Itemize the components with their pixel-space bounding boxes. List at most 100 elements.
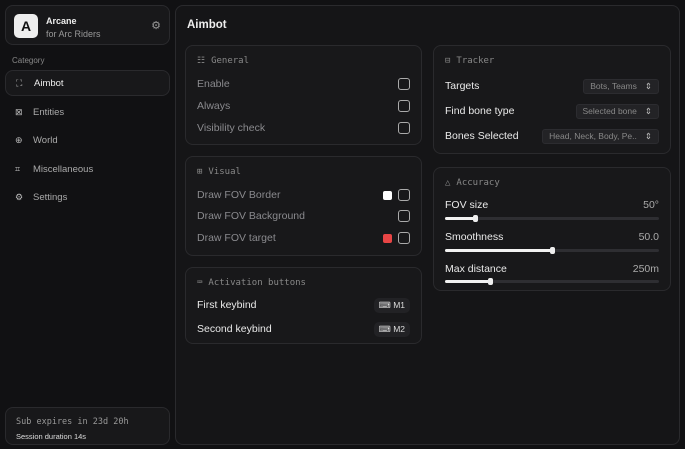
sidebar-item-label: World (33, 134, 58, 146)
smoothness-row: Smoothness 50.0 (445, 227, 659, 247)
settings-gear-icon[interactable]: ⚙ (151, 20, 161, 32)
subscription-card: Sub expires in 23d 20h Session duration … (5, 407, 170, 445)
row-label: Max distance (445, 263, 507, 275)
select-value: Selected bone (582, 106, 637, 116)
max-distance-row: Max distance 250m (445, 259, 659, 279)
second-keybind-button[interactable]: ⌨ M2 (373, 321, 410, 337)
activation-header: ⌨ Activation buttons (197, 278, 306, 288)
row-label: Draw FOV Border (197, 189, 281, 201)
general-section: ☷ General Enable Always Visibility check (185, 45, 422, 145)
slider-value: 250m (632, 263, 659, 275)
globe-icon: ⊕ (15, 134, 23, 145)
row-label: Second keybind (197, 323, 272, 335)
section-title: Activation buttons (208, 278, 306, 288)
targets-select[interactable]: Bots, Teams ⇕ (583, 78, 659, 94)
tracker-icon: ⊟ (445, 56, 451, 66)
tracker-header: ⊟ Tracker (445, 56, 494, 66)
fov-target-color-swatch[interactable] (383, 233, 392, 243)
targets-row: Targets Bots, Teams ⇕ (445, 76, 659, 96)
activation-section: ⌨ Activation buttons First keybind ⌨ M1 Se… (185, 267, 422, 344)
visual-section: ⊞ Visual Draw FOV Border Draw FOV Backgro… (185, 156, 422, 256)
fov-border-checkbox[interactable] (398, 189, 410, 201)
bones-select[interactable]: Head, Neck, Body, Pe.. ⇕ (542, 128, 659, 144)
first-keybind-button[interactable]: ⌨ M1 (373, 297, 410, 313)
keyboard-icon: ⌨ (197, 278, 203, 288)
triangle-icon: △ (445, 178, 451, 188)
section-title: Visual (208, 167, 241, 177)
max-distance-slider[interactable] (445, 278, 659, 285)
smoothness-slider[interactable] (445, 247, 659, 254)
fov-size-slider[interactable] (445, 215, 659, 222)
slider-fill (445, 247, 555, 254)
row-label: Bones Selected (445, 130, 519, 142)
row-label: Targets (445, 80, 480, 92)
bone-type-row: Find bone type Selected bone ⇕ (445, 101, 659, 121)
key-label: M2 (393, 323, 405, 334)
sidebar-item-label: Miscellaneous (33, 163, 94, 175)
app-subtitle: for Arc Riders (46, 29, 101, 39)
sidebar-item-label: Entities (33, 106, 65, 118)
fov-border-row: Draw FOV Border (197, 185, 410, 205)
gear-icon: ⚙ (15, 191, 24, 202)
fov-border-color-swatch[interactable] (383, 190, 392, 200)
sidebar-item-entities[interactable]: ⊠ Entities (5, 99, 170, 125)
sidebar-item-world[interactable]: ⊕ World (5, 127, 170, 153)
visibility-checkbox[interactable] (398, 122, 410, 134)
sidebar-item-settings[interactable]: ⚙ Settings (5, 184, 170, 210)
section-title: Tracker (456, 56, 495, 66)
tracker-section: ⊟ Tracker Targets Bots, Teams ⇕ Find bone t… (433, 45, 671, 154)
chevron-updown-icon: ⇕ (644, 130, 652, 141)
accuracy-section: △ Accuracy FOV size 50° Smoothness 50.0 Max… (433, 167, 671, 291)
category-label: Category (12, 56, 45, 65)
general-header: ☷ General (197, 56, 249, 66)
visual-header: ⊞ Visual (197, 167, 241, 177)
session-duration: Session duration 14s (16, 432, 87, 441)
crosshair-icon: ⛶ (16, 77, 23, 88)
row-label: First keybind (197, 299, 257, 311)
row-label: Smoothness (445, 231, 504, 243)
always-row: Always (197, 96, 410, 116)
fov-background-checkbox[interactable] (398, 210, 410, 222)
entities-icon: ⊠ (15, 106, 23, 117)
key-label: M1 (393, 299, 405, 310)
select-value: Bots, Teams (590, 81, 637, 91)
row-label: Enable (197, 78, 230, 90)
sidebar-item-label: Aimbot (34, 77, 64, 89)
fov-target-checkbox[interactable] (398, 232, 410, 244)
select-value: Head, Neck, Body, Pe.. (549, 131, 637, 141)
enable-row: Enable (197, 74, 410, 94)
row-label: Draw FOV target (197, 232, 276, 244)
row-label: FOV size (445, 199, 489, 211)
grid-icon: ⌗ (15, 163, 21, 174)
bones-selected-row: Bones Selected Head, Neck, Body, Pe.. ⇕ (445, 126, 659, 146)
brand-card: A Arcane for Arc Riders ⚙ (5, 5, 170, 45)
fov-size-row: FOV size 50° (445, 195, 659, 215)
row-label: Visibility check (197, 122, 266, 134)
slider-fill (445, 215, 478, 222)
second-keybind-row: Second keybind ⌨ M2 (197, 319, 410, 339)
chevron-updown-icon: ⇕ (644, 105, 652, 116)
slider-value: 50° (643, 199, 659, 211)
accuracy-header: △ Accuracy (445, 178, 500, 188)
sidebar-item-miscellaneous[interactable]: ⌗ Miscellaneous (5, 156, 170, 182)
row-label: Draw FOV Background (197, 210, 305, 222)
section-title: General (211, 56, 250, 66)
fov-background-row: Draw FOV Background (197, 206, 410, 226)
sidebar-item-aimbot[interactable]: ⛶ Aimbot (5, 70, 170, 96)
chevron-updown-icon: ⇕ (644, 80, 652, 91)
slider-value: 50.0 (638, 231, 659, 243)
visual-icon: ⊞ (197, 167, 203, 177)
enable-checkbox[interactable] (398, 78, 410, 90)
app-logo: A (14, 14, 38, 38)
app-name: Arcane (46, 16, 77, 26)
always-checkbox[interactable] (398, 100, 410, 112)
general-icon: ☷ (197, 56, 206, 66)
section-title: Accuracy (456, 178, 500, 188)
page-title: Aimbot (187, 19, 227, 31)
sub-expiry: Sub expires in 23d 20h (16, 417, 129, 427)
bone-type-select[interactable]: Selected bone ⇕ (575, 103, 659, 119)
row-label: Always (197, 100, 231, 112)
visibility-row: Visibility check (197, 118, 410, 138)
row-label: Find bone type (445, 105, 515, 117)
fov-target-row: Draw FOV target (197, 228, 410, 248)
